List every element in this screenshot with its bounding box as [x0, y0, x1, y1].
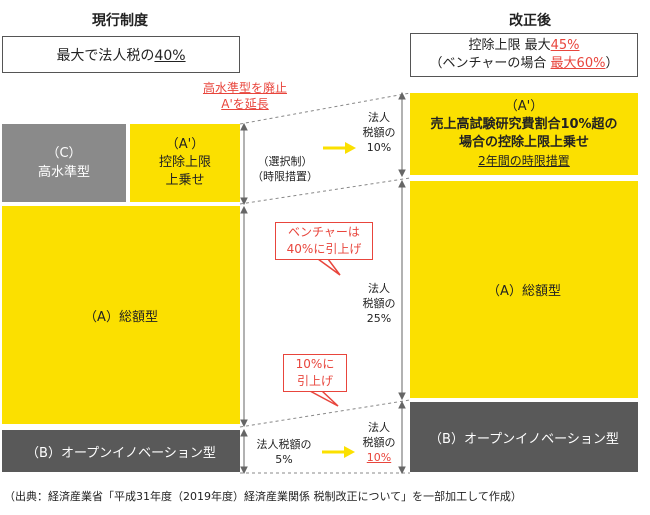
current-limit-text: 最大で法人税の: [56, 47, 155, 64]
box-b-open-label: （B）オープンイノベーション型: [26, 445, 216, 461]
revised-limit-line2: （ベンチャーの場合: [429, 56, 547, 71]
tax-10-bottom-line2: 税額の: [362, 436, 396, 449]
header-current: 現行制度: [92, 13, 148, 29]
callout-raise: 10%に 引上げ: [283, 354, 347, 392]
box-r-b-open-label: （B）オープンイノベーション型: [429, 431, 619, 447]
box-c-label: （C）: [46, 146, 82, 161]
tax-10-top-line2: 税額の: [362, 126, 396, 139]
tax-10-top-line1: 法人: [368, 111, 390, 124]
selective-note: （選択制） （時限措置）: [250, 154, 320, 184]
callout-venture-tail: [315, 258, 341, 276]
box-r-a2-note: 2年間の時限措置: [478, 154, 570, 168]
tax-10-bottom: 法人 税額の 10%: [355, 420, 403, 465]
box-a-total-current: （A）総額型: [2, 206, 240, 424]
box-r-a2-label: （A'）: [504, 99, 544, 114]
box-r-a2-line2: 場合の控除上限上乗せ: [458, 135, 589, 150]
revised-limit-line1: 控除上限 最大: [468, 38, 551, 53]
red-note-line2: A'を延長: [221, 97, 269, 111]
box-a2-label: （A'）: [165, 137, 205, 152]
source-footer: （出典：経済産業省「平成31年度（2019年度）経済産業関係 税制改正について」…: [4, 490, 522, 503]
tax-25-line1: 法人: [368, 282, 390, 295]
box-b-open-current: （B）オープンイノベーション型: [2, 430, 240, 472]
dashed-connector-a2: [239, 177, 411, 205]
yellow-arrow-bottom: [322, 446, 355, 458]
box-a-total-revised: （A）総額型: [410, 181, 638, 398]
box-c-name: 高水準型: [37, 165, 90, 180]
box-r-a-total-label: （A）総額型: [487, 284, 561, 299]
yellow-arrow-top: [323, 142, 356, 154]
tax-10-top: 法人 税額の 10%: [355, 110, 403, 155]
box-b-open-revised: （B）オープンイノベーション型: [410, 402, 638, 472]
red-note-line1: 高水準型を廃止: [202, 81, 287, 95]
tax-25: 法人 税額の 25%: [355, 281, 403, 326]
revised-limit-box: 控除上限 最大45% （ベンチャーの場合 最大60%）: [410, 33, 638, 77]
revised-limit-45: 45%: [550, 38, 580, 53]
red-note: 高水準型を廃止 A'を延長: [175, 80, 315, 112]
callout-venture-line1: ベンチャーは: [288, 225, 360, 239]
box-a2-line2: 上乗せ: [165, 173, 205, 188]
tax-10-top-line3: 10%: [366, 141, 392, 154]
tax-5: 法人税額の 5%: [248, 437, 320, 467]
callout-raise-line1: 10%に: [295, 357, 335, 371]
selective-line1: （選択制）: [257, 155, 313, 168]
selective-line2: （時限措置）: [252, 170, 318, 183]
dashed-connector-top: [239, 92, 411, 125]
dashed-connector-a: [239, 399, 411, 428]
revised-limit-60: 最大60%: [550, 56, 606, 71]
tax-5-line2: 5%: [275, 453, 293, 466]
tax-5-line1: 法人税額の: [256, 438, 312, 451]
callout-venture: ベンチャーは 40%に引上げ: [275, 222, 373, 260]
current-limit-value: 40%: [154, 47, 186, 64]
callout-raise-tail: [309, 390, 339, 407]
box-r-a2-line1: 売上高試験研究費割合10%超の: [430, 117, 618, 132]
revised-limit-line2-end: ）: [605, 56, 619, 71]
box-c-high-level: （C） 高水準型: [2, 124, 126, 202]
header-revised: 改正後: [509, 13, 551, 29]
callout-venture-line2: 40%に引上げ: [286, 242, 362, 256]
box-a2-current: （A'） 控除上限 上乗せ: [130, 124, 240, 202]
box-a-total-label: （A）総額型: [84, 309, 158, 325]
tax-10-bottom-line1: 法人: [368, 421, 390, 434]
box-a2-revised: （A'） 売上高試験研究費割合10%超の 場合の控除上限上乗せ 2年間の時限措置: [410, 93, 638, 175]
tax-25-line2: 税額の: [362, 297, 396, 310]
box-a2-line1: 控除上限: [158, 155, 211, 170]
callout-raise-line2: 引上げ: [296, 374, 333, 388]
current-limit-box: 最大で法人税の40%: [2, 36, 240, 73]
tax-10-bottom-line3: 10%: [366, 451, 392, 464]
tax-25-line3: 25%: [366, 312, 392, 325]
